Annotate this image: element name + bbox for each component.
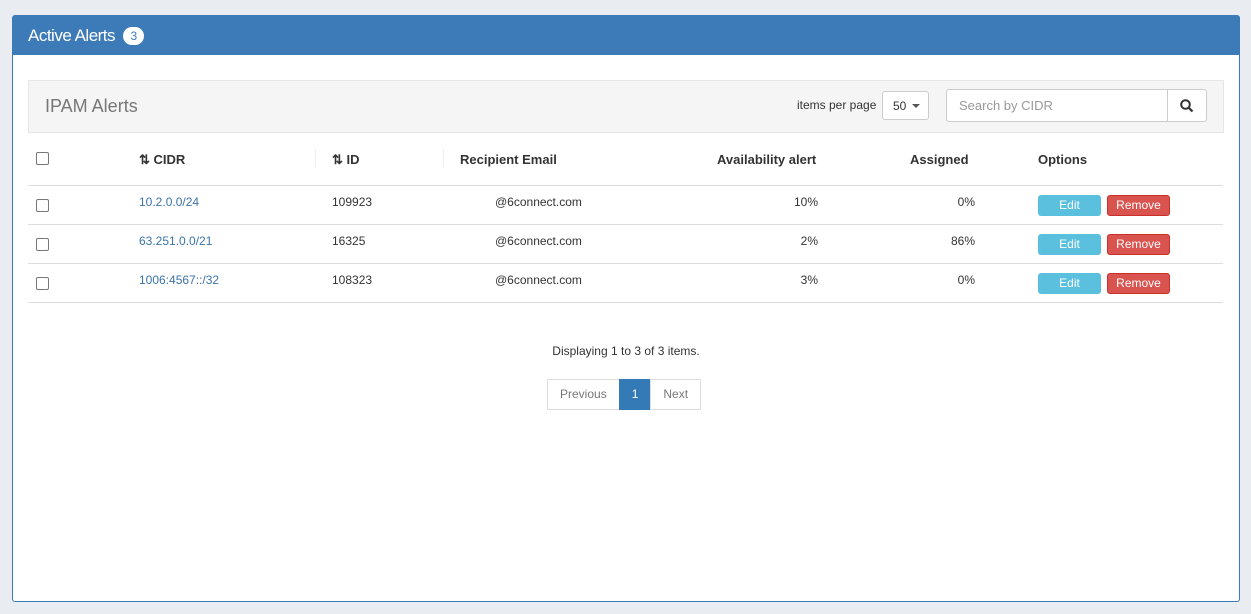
- header-email: Recipient Email: [460, 152, 557, 167]
- pagination-info: Displaying 1 to 3 of 3 items.: [552, 344, 700, 358]
- toolbar: IPAM Alerts items per page 50: [28, 80, 1224, 133]
- row-checkbox[interactable]: [36, 199, 49, 212]
- cidr-link[interactable]: 1006:4567::/32: [139, 273, 220, 287]
- table-row: 1006:4567::/32 108323 @6connect.com 3% 0…: [28, 264, 1223, 303]
- remove-button[interactable]: Remove: [1107, 273, 1170, 294]
- search-icon: [1180, 99, 1194, 113]
- cidr-link[interactable]: 10.2.0.0/24: [139, 195, 200, 209]
- search-input[interactable]: [946, 89, 1168, 122]
- panel-title: Active Alerts: [28, 25, 116, 45]
- availability-cell: 2%: [800, 234, 818, 248]
- caret-down-icon: [912, 104, 920, 108]
- email-cell: @6connect.com: [495, 234, 582, 248]
- search-button[interactable]: [1167, 89, 1207, 122]
- page-1-button[interactable]: 1: [618, 379, 652, 410]
- divider: [443, 149, 444, 167]
- sort-icon: ⇅: [139, 152, 154, 167]
- section-title: IPAM Alerts: [45, 96, 138, 116]
- table-row: 63.251.0.0/21 16325 @6connect.com 2% 86%…: [28, 225, 1223, 264]
- availability-cell: 10%: [793, 195, 818, 209]
- header-assigned: Assigned: [910, 152, 969, 167]
- row-checkbox[interactable]: [36, 277, 49, 290]
- items-per-page-select[interactable]: 50: [882, 91, 929, 120]
- table-row: 10.2.0.0/24 109923 @6connect.com 10% 0% …: [28, 186, 1223, 225]
- edit-button[interactable]: Edit: [1038, 234, 1101, 255]
- row-checkbox[interactable]: [36, 238, 49, 251]
- assigned-cell: 86%: [950, 234, 975, 248]
- items-per-page-label: items per page: [797, 98, 877, 112]
- header-availability: Availability alert: [717, 152, 817, 167]
- edit-button[interactable]: Edit: [1038, 195, 1101, 216]
- remove-button[interactable]: Remove: [1107, 195, 1170, 216]
- sort-cidr[interactable]: ⇅ CIDR: [139, 152, 186, 167]
- active-alerts-panel: Active Alerts 3 IPAM Alerts items per pa…: [12, 15, 1240, 602]
- sort-id[interactable]: ⇅ ID: [332, 152, 360, 167]
- panel-header: Active Alerts 3: [13, 16, 1239, 55]
- pagination: Previous 1 Next: [547, 379, 702, 410]
- email-cell: @6connect.com: [495, 273, 582, 287]
- alert-count-badge: 3: [123, 26, 145, 45]
- edit-button[interactable]: Edit: [1038, 273, 1101, 294]
- previous-button[interactable]: Previous: [547, 379, 620, 410]
- assigned-cell: 0%: [957, 273, 975, 287]
- id-cell: 108323: [332, 273, 373, 287]
- assigned-cell: 0%: [957, 195, 975, 209]
- table-header: ⇅ CIDR ⇅ ID Recipient Email Availability…: [28, 132, 1223, 186]
- email-cell: @6connect.com: [495, 195, 582, 209]
- cidr-link[interactable]: 63.251.0.0/21: [139, 234, 213, 248]
- divider: [315, 149, 316, 167]
- header-options: Options: [1038, 152, 1088, 167]
- id-cell: 16325: [332, 234, 366, 248]
- availability-cell: 3%: [800, 273, 818, 287]
- remove-button[interactable]: Remove: [1107, 234, 1170, 255]
- items-per-page-value: 50: [893, 99, 907, 113]
- next-button[interactable]: Next: [650, 379, 702, 410]
- sort-icon: ⇅: [332, 152, 347, 167]
- id-cell: 109923: [332, 195, 373, 209]
- select-all-checkbox[interactable]: [36, 152, 49, 165]
